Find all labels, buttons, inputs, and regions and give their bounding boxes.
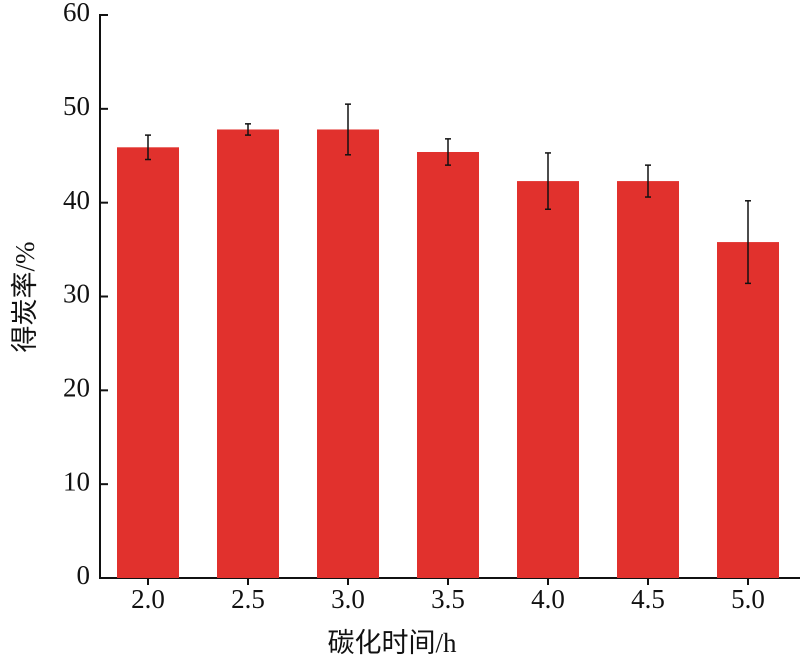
y-tick-label: 50 xyxy=(63,91,90,121)
x-tick-label: 4.0 xyxy=(531,584,565,614)
y-tick-label: 60 xyxy=(63,0,90,27)
x-tick-label: 3.5 xyxy=(431,584,465,614)
y-tick-label: 20 xyxy=(63,373,90,403)
bar xyxy=(517,181,579,578)
bar xyxy=(217,129,279,578)
x-tick-label: 3.0 xyxy=(331,584,365,614)
x-tick-label: 2.5 xyxy=(231,584,265,614)
y-tick-label: 10 xyxy=(63,466,90,496)
y-axis-label: 得炭率/% xyxy=(10,242,40,353)
y-tick-label: 40 xyxy=(63,185,90,215)
x-tick-label: 5.0 xyxy=(731,584,765,614)
y-tick-label: 30 xyxy=(63,279,90,309)
bar xyxy=(317,129,379,578)
y-tick-label: 0 xyxy=(77,560,91,590)
bar xyxy=(417,151,479,578)
x-axis-label: 碳化时间/h xyxy=(327,628,457,658)
bar xyxy=(617,181,679,578)
x-tick-label: 4.5 xyxy=(631,584,665,614)
bar xyxy=(717,242,779,578)
x-tick-label: 2.0 xyxy=(131,584,165,614)
bar xyxy=(117,147,179,578)
